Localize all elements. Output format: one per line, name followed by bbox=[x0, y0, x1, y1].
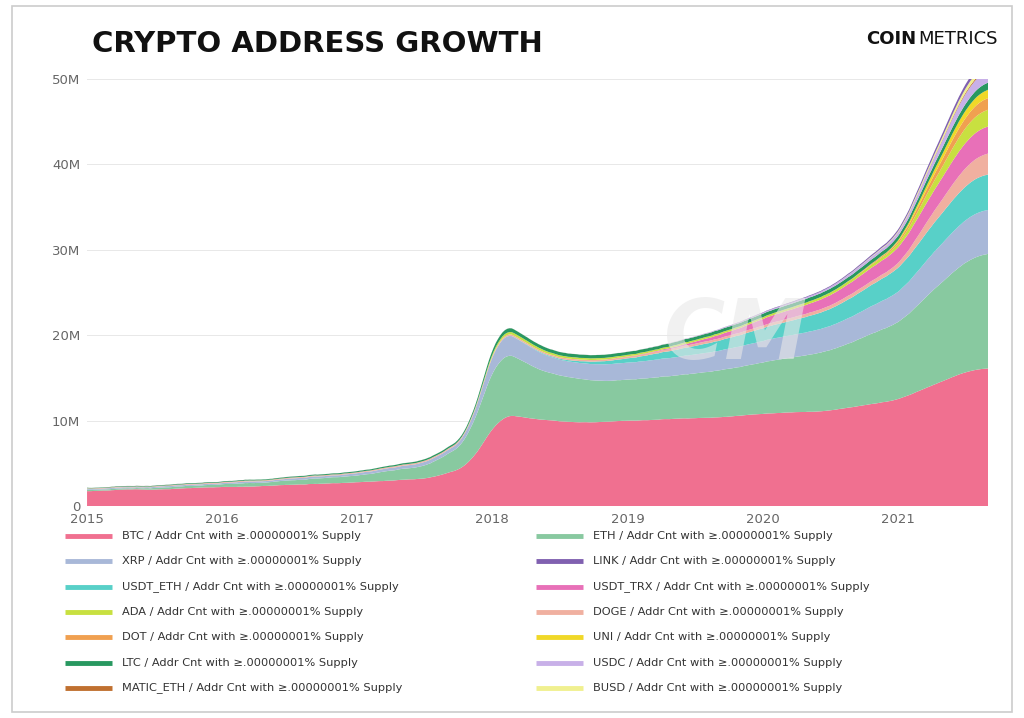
Text: UNI / Addr Cnt with ≥.00000001% Supply: UNI / Addr Cnt with ≥.00000001% Supply bbox=[593, 633, 830, 642]
Text: ADA / Addr Cnt with ≥.00000001% Supply: ADA / Addr Cnt with ≥.00000001% Supply bbox=[122, 607, 362, 617]
Text: ETH / Addr Cnt with ≥.00000001% Supply: ETH / Addr Cnt with ≥.00000001% Supply bbox=[593, 531, 833, 541]
Text: METRICS: METRICS bbox=[919, 30, 998, 48]
Text: BTC / Addr Cnt with ≥.00000001% Supply: BTC / Addr Cnt with ≥.00000001% Supply bbox=[122, 531, 360, 541]
Text: BUSD / Addr Cnt with ≥.00000001% Supply: BUSD / Addr Cnt with ≥.00000001% Supply bbox=[593, 683, 842, 693]
Text: USDT_ETH / Addr Cnt with ≥.00000001% Supply: USDT_ETH / Addr Cnt with ≥.00000001% Sup… bbox=[122, 581, 398, 592]
Text: COIN: COIN bbox=[866, 30, 916, 48]
Text: DOT / Addr Cnt with ≥.00000001% Supply: DOT / Addr Cnt with ≥.00000001% Supply bbox=[122, 633, 364, 642]
Text: DOGE / Addr Cnt with ≥.00000001% Supply: DOGE / Addr Cnt with ≥.00000001% Supply bbox=[593, 607, 844, 617]
Text: CM: CM bbox=[664, 295, 808, 376]
Text: LTC / Addr Cnt with ≥.00000001% Supply: LTC / Addr Cnt with ≥.00000001% Supply bbox=[122, 658, 357, 668]
Text: USDC / Addr Cnt with ≥.00000001% Supply: USDC / Addr Cnt with ≥.00000001% Supply bbox=[593, 658, 843, 668]
Text: LINK / Addr Cnt with ≥.00000001% Supply: LINK / Addr Cnt with ≥.00000001% Supply bbox=[593, 556, 836, 566]
Text: MATIC_ETH / Addr Cnt with ≥.00000001% Supply: MATIC_ETH / Addr Cnt with ≥.00000001% Su… bbox=[122, 683, 402, 694]
Text: CRYPTO ADDRESS GROWTH: CRYPTO ADDRESS GROWTH bbox=[92, 30, 543, 58]
Text: XRP / Addr Cnt with ≥.00000001% Supply: XRP / Addr Cnt with ≥.00000001% Supply bbox=[122, 556, 361, 566]
Text: USDT_TRX / Addr Cnt with ≥.00000001% Supply: USDT_TRX / Addr Cnt with ≥.00000001% Sup… bbox=[593, 581, 869, 592]
